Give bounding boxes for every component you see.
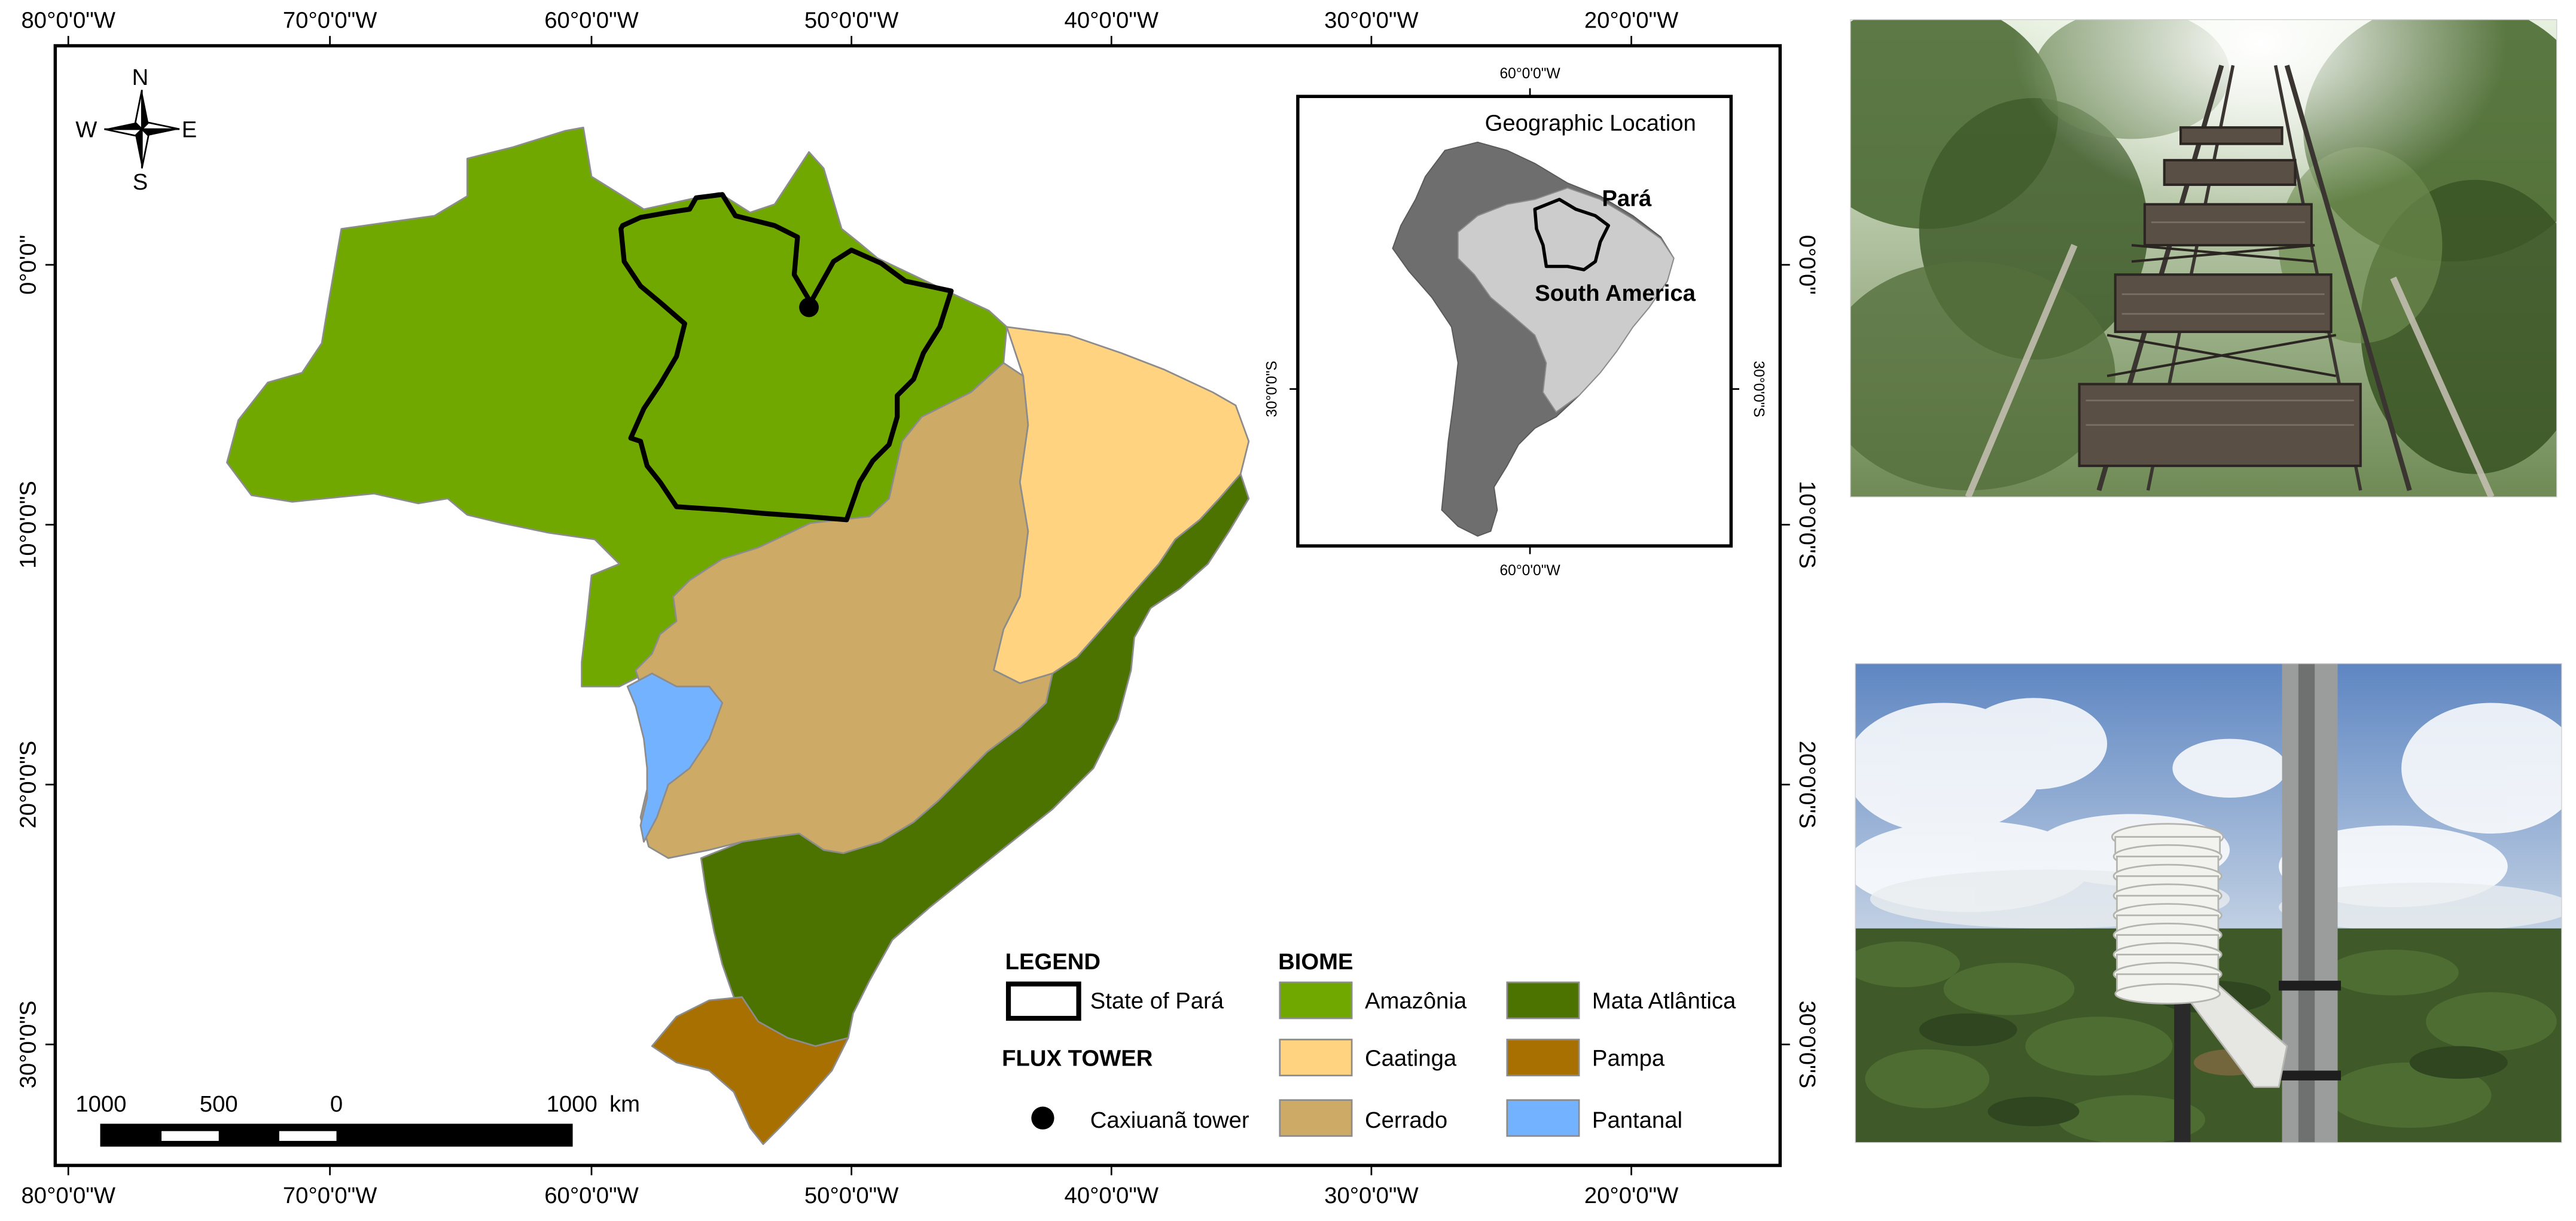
grid-label-bottom: 20°0'0"W [1584,1183,1678,1208]
legend-swatch-pampa [1506,1039,1580,1077]
grid-label-top: 70°0'0"W [283,7,377,33]
grid-label-bottom: 70°0'0"W [283,1183,377,1208]
grid-label-right: 20°0'0"S [1794,741,1820,829]
legend-swatch-cerrado [1279,1099,1353,1137]
brazil-inset-shape [1457,187,1675,413]
grid-label-left: 20°0'0"S [16,741,41,829]
legend-label-cerrado: Cerrado [1365,1107,1447,1133]
grid-label-right: 0°0'0" [1794,235,1820,295]
inset-grid-label-right: 30°0'0"S [1751,361,1767,417]
grid-label-bottom: 40°0'0"W [1065,1183,1159,1208]
grid-label-top: 50°0'0"W [804,7,898,33]
inset-label-south-america: South America [1535,280,1696,306]
legend-swatch-mata-atlantica [1506,981,1580,1019]
tower-canopy-photo [1850,19,2557,497]
west-label: W [75,117,97,143]
grid-label-top: 40°0'0"W [1065,7,1159,33]
legend-swatch-pantanal [1506,1099,1580,1137]
biome-pantanal [626,672,724,843]
grid-label-bottom: 60°0'0"W [544,1183,638,1208]
grid-label-bottom: 50°0'0"W [804,1183,898,1208]
legend-biome-title: BIOME [1278,949,1353,975]
biome-cerrado [635,362,1054,859]
caxiuana-tower-marker [799,297,819,318]
scale-bar: 1000 500 0 1000 km [75,1091,640,1147]
compass-rose-icon: N S E W [75,65,197,195]
scale-unit: km [609,1091,640,1117]
grid-label-bottom: 30°0'0"W [1324,1183,1418,1208]
grid-label-right: 30°0'0"S [1794,1000,1820,1088]
para-inset-outline [1533,197,1611,271]
legend-label-amazonia: Amazônia [1365,988,1467,1014]
legend-state-swatch [1005,981,1081,1021]
grid-label-left: 10°0'0"S [16,481,41,569]
grid-ticks [45,36,1790,1176]
inset-title: Geographic Location [1485,111,1696,136]
legend-swatch-caatinga [1279,1039,1353,1077]
inset-grid-label-bottom: 60°0'0"W [1499,563,1560,579]
grid-label-left: 0°0'0" [16,235,41,295]
grid-label-top: 60°0'0"W [544,7,638,33]
grid-label-left: 30°0'0"S [16,1000,41,1088]
legend-label-pampa: Pampa [1592,1045,1665,1071]
inset-map: 60°0'0"W 60°0'0"W 30°0'0"S 30°0'0"S Geog… [1264,66,1766,579]
scale-label: 1000 [75,1091,126,1117]
scale-label: 1000 [547,1091,597,1117]
grid-label-top: 30°0'0"W [1324,7,1418,33]
legend-swatch-amazonia [1279,981,1353,1019]
legend-state-label: State of Pará [1090,988,1224,1014]
grid-label-bottom: 80°0'0"W [22,1183,115,1208]
state-of-para-outline [618,192,954,523]
legend-label-pantanal: Pantanal [1592,1107,1682,1133]
legend-label-caatinga: Caatinga [1365,1045,1457,1071]
south-label: S [133,169,148,195]
east-label: E [182,117,197,143]
sensor-canopy-photo [1855,663,2562,1143]
scale-label: 0 [330,1091,343,1117]
brazil-biomes [226,126,1250,1145]
legend: LEGEND State of Pará FLUX TOWER Caxiuanã… [1002,949,1736,1137]
grid-label-top: 80°0'0"W [22,7,115,33]
legend-tower-dot [1031,1106,1054,1130]
legend-title: LEGEND [1005,949,1100,975]
inset-label-para: Pará [1602,185,1652,211]
legend-tower-label: Caxiuanã tower [1090,1107,1249,1133]
scale-label: 500 [200,1091,238,1117]
biome-mata-atlantica [700,473,1250,1047]
north-label: N [132,65,149,90]
legend-label-mata-atlantica: Mata Atlântica [1592,988,1736,1014]
inset-grid-label-left: 30°0'0"S [1264,361,1280,417]
legend-flux-title: FLUX TOWER [1002,1045,1153,1071]
grid-label-right: 10°0'0"S [1794,481,1820,569]
biome-pampa [651,996,849,1145]
inset-grid-label-top: 60°0'0"W [1499,66,1560,82]
grid-label-top: 20°0'0"W [1584,7,1678,33]
